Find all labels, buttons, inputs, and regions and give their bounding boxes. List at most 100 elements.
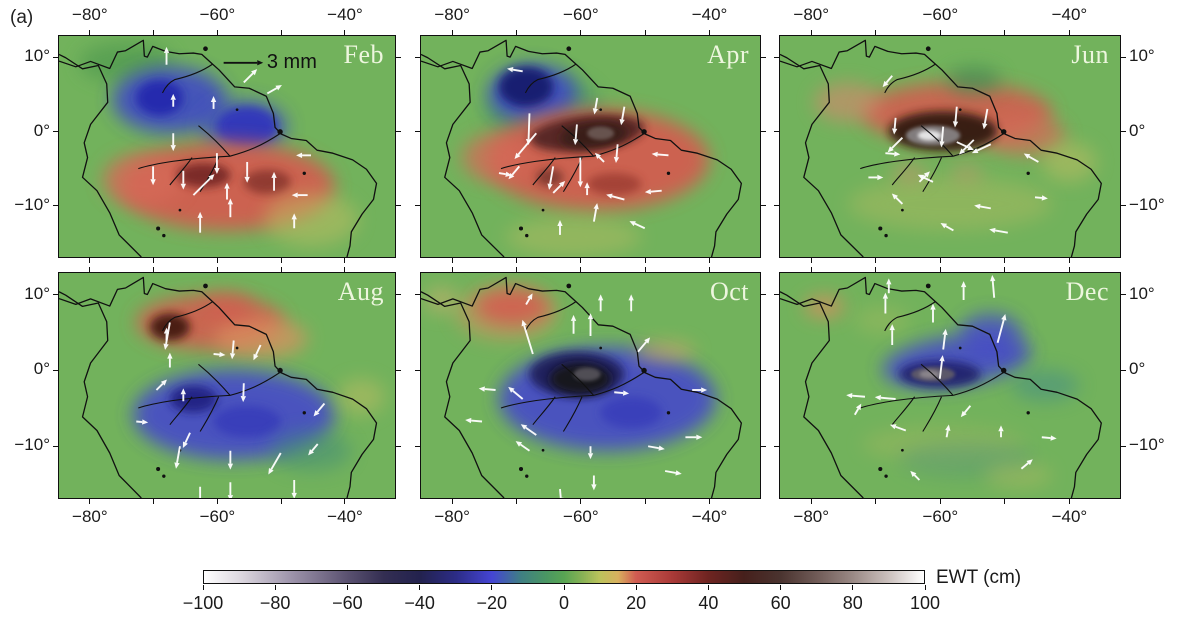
axis-tick <box>774 294 779 296</box>
displacement-arrow <box>592 208 598 222</box>
displacement-arrow <box>621 106 626 120</box>
river <box>138 133 280 168</box>
island-dot <box>518 466 524 472</box>
lon-tick-label: −80° <box>793 5 830 24</box>
displacement-arrow <box>243 72 254 84</box>
arrowhead <box>971 148 979 154</box>
coastline-layer <box>421 277 741 498</box>
lon-tick-label: −40° <box>691 5 728 24</box>
colorbar-tick <box>563 585 565 590</box>
anomaly-blob <box>600 396 662 429</box>
arrowhead <box>886 278 892 285</box>
displacement-arrow <box>498 172 506 176</box>
arrowhead <box>882 292 889 299</box>
arrowhead <box>959 148 966 155</box>
arrowhead <box>521 319 527 327</box>
axis-tick <box>939 258 941 263</box>
axis-tick <box>580 499 582 504</box>
island-dot <box>1026 411 1030 415</box>
island-dot <box>178 208 182 212</box>
axis-tick <box>516 267 517 272</box>
axis-tick <box>1068 267 1070 272</box>
arrowhead <box>989 227 996 234</box>
arrowhead <box>940 223 947 229</box>
displacement-arrow <box>994 229 1008 234</box>
arrowhead <box>644 337 651 344</box>
river <box>170 158 192 185</box>
lon-tick-label: −40° <box>1051 507 1088 526</box>
island-dot <box>878 466 883 472</box>
colorbar-tick-label: 80 <box>842 593 863 613</box>
displacement-arrow <box>853 408 860 416</box>
colorbar-tick <box>274 585 276 590</box>
displacement-arrow <box>270 452 282 470</box>
displacement-arrow <box>852 394 866 398</box>
arrowhead <box>214 167 220 174</box>
axis-tick <box>344 499 346 504</box>
island-dot <box>599 346 603 350</box>
arrowhead <box>180 183 187 190</box>
arrowhead <box>1026 459 1033 466</box>
coastline <box>59 40 377 257</box>
axis-tick <box>451 30 453 35</box>
axis-tick <box>875 267 877 272</box>
arrowhead <box>150 179 156 186</box>
axis-tick <box>761 445 766 447</box>
river <box>923 397 942 432</box>
river <box>921 364 953 395</box>
axis-tick <box>396 294 401 296</box>
axis-tick <box>810 499 812 504</box>
coastline-layer <box>59 40 377 257</box>
arrowhead <box>846 392 853 399</box>
displacement-arrow <box>213 353 220 356</box>
displacement-arrow <box>316 402 326 413</box>
figure-label: (a) <box>10 7 34 28</box>
axis-tick <box>216 30 218 35</box>
month-label: Dec <box>1065 277 1109 306</box>
ewt-heatmap <box>59 273 395 498</box>
arrowhead <box>917 174 925 180</box>
displacement-arrow <box>598 156 605 163</box>
river <box>533 397 555 425</box>
displacement-arrow <box>963 405 972 414</box>
lon-tick-label: −40° <box>327 507 363 526</box>
colorbar-tick <box>924 585 926 590</box>
arrowhead <box>244 176 250 183</box>
arrowhead <box>240 396 247 403</box>
arrowhead <box>167 352 173 359</box>
arrowhead <box>224 182 230 189</box>
arrowhead <box>163 327 170 334</box>
displacement-arrow <box>657 153 669 157</box>
anomaly-blob <box>634 341 696 362</box>
displacement-arrow <box>552 184 562 194</box>
axis-tick <box>396 445 401 447</box>
colorbar-tick-label: 0 <box>558 593 569 613</box>
lat-tick-label: 10° <box>1129 283 1155 303</box>
coastline <box>780 40 1101 257</box>
lon-tick-label: −60° <box>563 5 599 24</box>
arrowhead <box>889 424 897 430</box>
axis-tick <box>89 267 91 272</box>
arrowhead <box>465 417 472 424</box>
arrowhead <box>591 484 597 491</box>
river <box>892 397 914 425</box>
anomaly-blob <box>475 288 550 325</box>
colorbar-tick <box>707 585 709 590</box>
axis-tick <box>153 258 155 263</box>
arrowhead <box>606 193 613 199</box>
displacement-arrow <box>940 126 945 142</box>
month-label: Feb <box>343 40 384 69</box>
axis-tick <box>280 499 282 504</box>
river <box>525 64 576 93</box>
river <box>198 126 230 156</box>
displacement-arrow <box>991 280 996 298</box>
island-dot <box>666 411 671 415</box>
colorbar-tick <box>635 585 637 590</box>
axis-tick <box>761 56 766 58</box>
island-dot <box>901 208 904 212</box>
island-dot <box>203 46 208 52</box>
river <box>860 133 1004 168</box>
arrowhead <box>577 181 584 188</box>
axis-tick <box>451 267 453 272</box>
axis-tick <box>644 267 646 272</box>
